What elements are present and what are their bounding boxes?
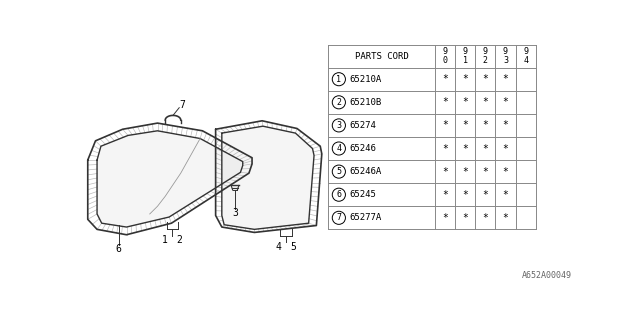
Text: 3: 3	[337, 121, 341, 130]
Text: 9
2: 9 2	[483, 47, 488, 66]
Text: *: *	[462, 120, 468, 131]
Text: *: *	[462, 190, 468, 200]
Text: *: *	[483, 74, 488, 84]
Text: 7: 7	[179, 100, 185, 110]
Text: 65274: 65274	[349, 121, 376, 130]
Text: 7: 7	[337, 213, 341, 222]
Text: *: *	[442, 190, 448, 200]
Text: 65210A: 65210A	[349, 75, 382, 84]
Text: 6: 6	[116, 244, 122, 254]
Text: 1: 1	[337, 75, 341, 84]
Text: 9
0: 9 0	[442, 47, 447, 66]
Text: *: *	[462, 74, 468, 84]
Text: *: *	[502, 120, 508, 131]
Text: 65277A: 65277A	[349, 213, 382, 222]
Text: *: *	[483, 213, 488, 223]
Text: 2: 2	[337, 98, 341, 107]
Text: 3: 3	[232, 208, 238, 218]
Text: 5: 5	[337, 167, 341, 176]
Polygon shape	[97, 131, 243, 227]
Text: *: *	[442, 143, 448, 154]
Text: *: *	[442, 120, 448, 131]
Text: *: *	[483, 120, 488, 131]
Text: 9
3: 9 3	[503, 47, 508, 66]
Text: *: *	[502, 167, 508, 177]
Text: 6: 6	[337, 190, 341, 199]
Text: *: *	[462, 97, 468, 107]
Text: 2: 2	[176, 235, 182, 245]
Text: 9
1: 9 1	[463, 47, 468, 66]
Text: *: *	[483, 143, 488, 154]
Text: *: *	[502, 143, 508, 154]
Text: PARTS CORD: PARTS CORD	[355, 52, 408, 60]
Text: 65210B: 65210B	[349, 98, 382, 107]
Text: *: *	[442, 167, 448, 177]
Text: *: *	[442, 213, 448, 223]
Text: *: *	[502, 74, 508, 84]
Text: A652A00049: A652A00049	[522, 271, 572, 280]
Text: *: *	[442, 97, 448, 107]
Text: 65245: 65245	[349, 190, 376, 199]
Text: *: *	[483, 190, 488, 200]
Text: 1: 1	[163, 235, 168, 245]
Text: 5: 5	[290, 242, 296, 252]
Text: *: *	[502, 97, 508, 107]
Text: *: *	[462, 167, 468, 177]
Text: 9
4: 9 4	[523, 47, 528, 66]
Text: 4: 4	[275, 242, 282, 252]
Text: *: *	[502, 190, 508, 200]
Text: *: *	[442, 74, 448, 84]
Text: *: *	[483, 167, 488, 177]
Polygon shape	[222, 126, 314, 229]
Text: 65246A: 65246A	[349, 167, 382, 176]
Text: *: *	[462, 143, 468, 154]
Text: *: *	[462, 213, 468, 223]
Text: *: *	[483, 97, 488, 107]
Text: 4: 4	[337, 144, 341, 153]
Text: *: *	[502, 213, 508, 223]
Text: 65246: 65246	[349, 144, 376, 153]
